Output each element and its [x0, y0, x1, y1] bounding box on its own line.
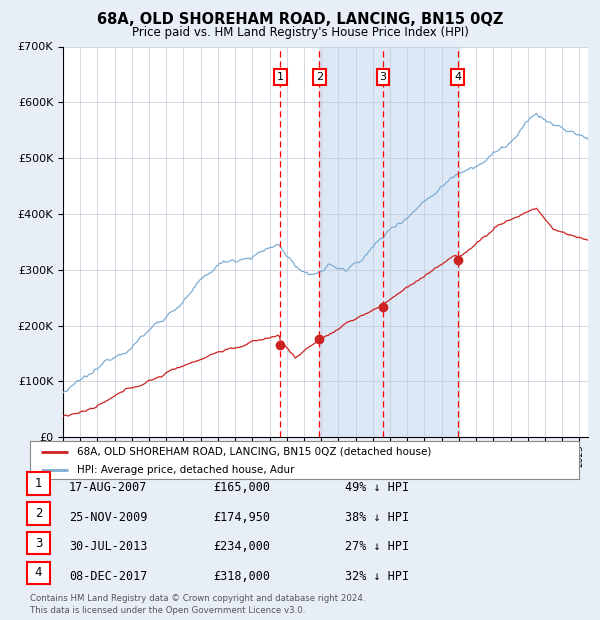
Text: £318,000: £318,000: [213, 570, 270, 583]
Text: 3: 3: [379, 72, 386, 82]
Text: 30-JUL-2013: 30-JUL-2013: [69, 541, 148, 553]
Text: 4: 4: [454, 72, 461, 82]
Text: 49% ↓ HPI: 49% ↓ HPI: [345, 481, 409, 494]
Text: 68A, OLD SHOREHAM ROAD, LANCING, BN15 0QZ: 68A, OLD SHOREHAM ROAD, LANCING, BN15 0Q…: [97, 12, 503, 27]
Text: 38% ↓ HPI: 38% ↓ HPI: [345, 511, 409, 523]
Text: HPI: Average price, detached house, Adur: HPI: Average price, detached house, Adur: [77, 466, 294, 476]
Text: 2: 2: [35, 507, 42, 520]
Bar: [319, 46, 458, 437]
Text: Contains HM Land Registry data © Crown copyright and database right 2024.
This d: Contains HM Land Registry data © Crown c…: [30, 593, 365, 615]
Text: 17-AUG-2007: 17-AUG-2007: [69, 481, 148, 494]
Text: 1: 1: [35, 477, 42, 490]
Text: 25-NOV-2009: 25-NOV-2009: [69, 511, 148, 523]
Text: Price paid vs. HM Land Registry's House Price Index (HPI): Price paid vs. HM Land Registry's House …: [131, 26, 469, 39]
Text: 1: 1: [277, 72, 284, 82]
Text: £174,950: £174,950: [213, 511, 270, 523]
Text: £234,000: £234,000: [213, 541, 270, 553]
Text: 4: 4: [35, 567, 42, 579]
Text: 27% ↓ HPI: 27% ↓ HPI: [345, 541, 409, 553]
Text: 3: 3: [35, 537, 42, 549]
Text: 32% ↓ HPI: 32% ↓ HPI: [345, 570, 409, 583]
Text: 2: 2: [316, 72, 323, 82]
Text: £165,000: £165,000: [213, 481, 270, 494]
Text: 68A, OLD SHOREHAM ROAD, LANCING, BN15 0QZ (detached house): 68A, OLD SHOREHAM ROAD, LANCING, BN15 0Q…: [77, 447, 431, 457]
Text: 08-DEC-2017: 08-DEC-2017: [69, 570, 148, 583]
